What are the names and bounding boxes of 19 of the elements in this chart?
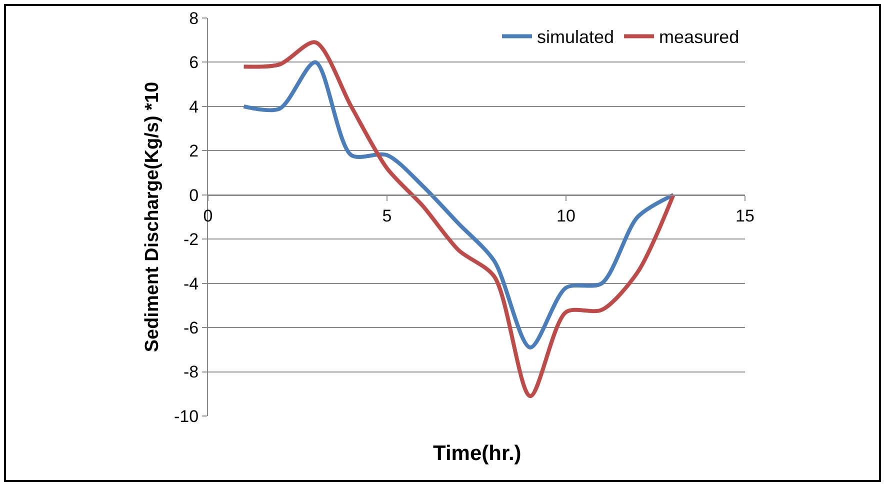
y-tick-label: 8 xyxy=(189,8,199,28)
y-tick-label: -10 xyxy=(174,406,199,426)
y-tick-label: 2 xyxy=(189,142,199,161)
line-series xyxy=(242,60,676,350)
y-tick-label: 4 xyxy=(189,97,199,116)
legend-label: simulated xyxy=(537,27,614,48)
x-tick-label: 5 xyxy=(382,206,392,226)
y-tick-label: -6 xyxy=(183,318,199,338)
x-tick-label: 10 xyxy=(556,206,576,226)
y-tick-label: -4 xyxy=(183,274,199,294)
y-tick-label: -8 xyxy=(183,362,199,382)
legend-label: measured xyxy=(659,27,740,48)
x-tick-label: 15 xyxy=(736,206,754,226)
x-axis-title: Time(hr.) xyxy=(433,442,522,465)
y-tick-label: -2 xyxy=(183,230,199,250)
y-tick-label: 0 xyxy=(189,186,199,205)
y-tick-label: 6 xyxy=(189,53,199,72)
x-tick-label: 0 xyxy=(203,206,213,226)
y-axis-title: Sediment Discharge(Kg/s) *10 xyxy=(142,82,163,352)
